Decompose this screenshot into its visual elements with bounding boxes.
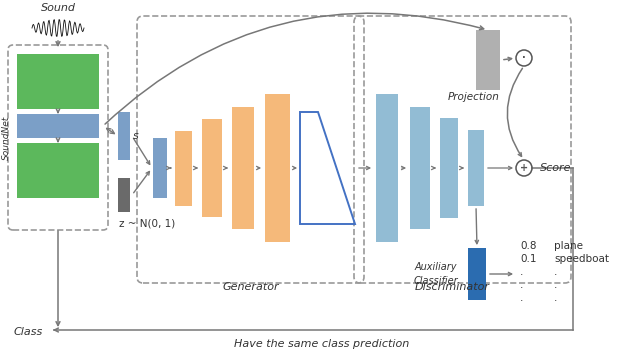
Text: 0.1: 0.1 xyxy=(520,254,536,264)
Text: .: . xyxy=(554,293,557,303)
Text: speedboat: speedboat xyxy=(554,254,609,264)
Bar xyxy=(17,114,99,138)
Bar xyxy=(468,130,484,206)
Text: 0.8: 0.8 xyxy=(520,241,536,251)
Bar xyxy=(476,30,500,90)
Bar xyxy=(202,119,222,217)
Bar xyxy=(118,112,130,160)
Bar xyxy=(118,178,130,212)
Text: Sound: Sound xyxy=(40,3,76,13)
Text: +: + xyxy=(520,163,528,173)
Bar xyxy=(376,94,398,242)
Bar xyxy=(410,107,430,229)
Text: Class: Class xyxy=(13,327,43,337)
Bar xyxy=(153,138,167,198)
Text: Projection: Projection xyxy=(448,92,500,102)
Text: Have the same class prediction: Have the same class prediction xyxy=(234,339,410,349)
Text: ·: · xyxy=(522,53,526,63)
Text: Discriminator: Discriminator xyxy=(415,282,490,292)
Bar xyxy=(175,131,192,206)
Text: z ~ Ν(0, 1): z ~ Ν(0, 1) xyxy=(119,219,175,229)
Text: .: . xyxy=(554,267,557,277)
Text: .: . xyxy=(520,293,524,303)
Text: Generator: Generator xyxy=(222,282,279,292)
Bar xyxy=(468,248,486,300)
Bar xyxy=(440,118,458,218)
Text: SoundNet: SoundNet xyxy=(1,115,10,160)
Text: s: s xyxy=(133,131,139,141)
Bar xyxy=(17,54,99,109)
Bar xyxy=(265,94,290,242)
Text: .: . xyxy=(554,280,557,290)
Text: plane: plane xyxy=(554,241,583,251)
Text: .: . xyxy=(520,267,524,277)
Text: Score: Score xyxy=(540,163,572,173)
Bar xyxy=(232,107,254,229)
Bar xyxy=(17,143,99,198)
Text: .: . xyxy=(520,280,524,290)
Text: Auxiliary
Classifier: Auxiliary Classifier xyxy=(413,263,458,286)
